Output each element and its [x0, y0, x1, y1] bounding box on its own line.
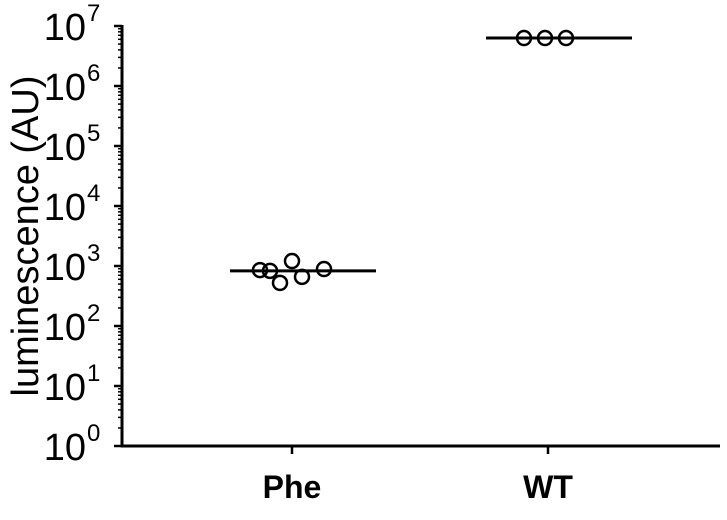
- x-tick-label: Phe: [263, 469, 322, 505]
- y-tick-exponent: 4: [87, 180, 100, 207]
- y-tick-label: 10: [44, 187, 86, 229]
- y-tick-label: 10: [44, 367, 86, 409]
- y-tick-exponent: 2: [87, 300, 100, 327]
- y-tick-label: 10: [44, 7, 86, 49]
- y-tick-exponent: 6: [87, 60, 100, 87]
- y-tick-exponent: 7: [87, 0, 100, 27]
- data-point: [283, 252, 301, 270]
- y-tick-label: 10: [44, 427, 86, 469]
- y-tick-label: 10: [44, 307, 86, 349]
- x-tick-label: WT: [523, 469, 573, 505]
- y-tick-exponent: 1: [87, 360, 100, 387]
- y-tick-exponent: 5: [87, 120, 100, 147]
- y-tick-exponent: 3: [87, 240, 100, 267]
- y-tick-label: 10: [44, 247, 86, 289]
- data-point: [271, 274, 289, 292]
- data-point: [315, 260, 333, 278]
- y-tick-label: 10: [44, 127, 86, 169]
- y-tick-exponent: 0: [87, 420, 100, 447]
- y-tick-label: 10: [44, 67, 86, 109]
- y-axis-label: luminescence (AU): [5, 76, 47, 397]
